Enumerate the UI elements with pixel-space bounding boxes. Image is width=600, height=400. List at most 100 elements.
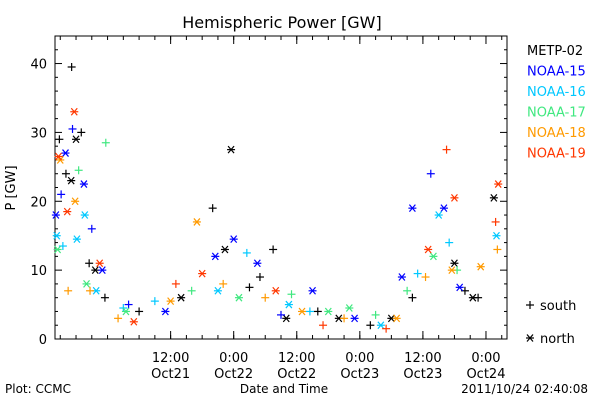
data-point-north [121, 307, 130, 316]
y-tick-label: 0 [39, 333, 47, 348]
data-point-south [445, 238, 454, 247]
legend-entry: NOAA-15 [527, 65, 586, 80]
data-point-south [150, 297, 159, 306]
data-point-north [424, 245, 433, 254]
data-point-south [340, 314, 349, 323]
data-point-south [313, 307, 322, 316]
data-point-north [161, 307, 170, 316]
data-point-north [70, 107, 79, 116]
data-point-south [474, 293, 483, 302]
data-point-south [255, 273, 264, 282]
data-point-north [71, 197, 80, 206]
data-point-north [450, 193, 459, 202]
data-point-north [447, 266, 456, 275]
y-tick-label: 40 [30, 58, 47, 73]
marker-key-symbol [526, 334, 534, 342]
data-point-south [366, 321, 375, 330]
data-point-north [213, 286, 222, 295]
data-point-south [171, 279, 180, 288]
data-point-north [192, 218, 201, 226]
data-point-north [489, 193, 498, 202]
legend-entry: NOAA-18 [527, 126, 586, 141]
legend-entry: NOAA-17 [527, 106, 586, 121]
x-axis-label: Date and Time [240, 382, 328, 396]
data-point-north [95, 259, 104, 268]
x-tick-time-label: 12:00 [404, 351, 441, 366]
data-point-south [442, 145, 451, 154]
data-point-north [177, 293, 186, 302]
data-point-south [491, 217, 500, 226]
x-tick-time-label: 12:00 [278, 351, 315, 366]
data-point-north [271, 286, 280, 295]
data-point-north [61, 149, 70, 157]
data-point-south [371, 310, 380, 319]
data-point-north [234, 293, 243, 302]
data-point-south [124, 300, 133, 309]
data-point-north [324, 307, 333, 316]
data-point-north [455, 283, 464, 292]
marker-key-label: north [540, 332, 575, 347]
data-point-south [261, 293, 270, 302]
data-point-north [492, 231, 501, 240]
legend: METP-02 NOAA-15 NOAA-16 NOAA-17 NOAA-18 NOAA-… [527, 44, 586, 162]
data-point-north [91, 266, 100, 275]
legend-entry: NOAA-19 [527, 147, 586, 162]
data-point-south [421, 273, 430, 282]
x-tick-time-label: 0:00 [345, 351, 374, 366]
data-point-south [67, 62, 76, 71]
data-point-south [64, 286, 73, 295]
data-point-north [227, 145, 236, 154]
y-axis-label: P [GW] [4, 165, 19, 210]
data-point-south [403, 286, 412, 295]
data-point-north [282, 314, 291, 323]
x-tick-date-label: Oct23 [340, 367, 379, 382]
marker-key-plus-icon [526, 301, 534, 309]
x-axis-ticks: 12:00Oct210:00Oct2212:00Oct220:00Oct2312… [59, 36, 505, 382]
y-axis-ticks: 0 10 20 30 40 [30, 35, 507, 348]
data-point-south [245, 283, 254, 292]
data-point-south [242, 248, 251, 257]
x-tick-date-label: Oct24 [466, 367, 505, 382]
y-tick-label: 10 [30, 264, 47, 279]
data-point-south [68, 124, 77, 133]
data-point-north [476, 262, 485, 271]
legend-entry: NOAA-16 [527, 85, 586, 100]
data-point-south [61, 169, 70, 178]
data-point-north [53, 245, 62, 254]
data-point-north [284, 300, 293, 309]
data-point-north [439, 204, 448, 213]
data-point-south [77, 128, 86, 137]
x-tick-date-label: Oct22 [277, 367, 316, 382]
data-point-south [493, 245, 502, 254]
data-point-north [308, 286, 317, 295]
marker-key-label: south [540, 299, 576, 314]
data-point-north [198, 269, 207, 278]
data-point-north [253, 259, 262, 268]
data-point-south [100, 293, 109, 302]
data-point-north [450, 259, 459, 268]
data-point-south [269, 245, 278, 254]
data-point-north [166, 297, 175, 306]
data-point-south [74, 166, 83, 175]
data-point-south [305, 307, 314, 316]
data-point-south [187, 286, 196, 295]
chart-title: Hemispheric Power [GW] [182, 13, 381, 32]
data-point-north [80, 211, 89, 219]
data-point-north [72, 235, 81, 244]
data-point-north [350, 314, 359, 323]
data-point-north [51, 211, 60, 219]
data-point-south [426, 169, 435, 178]
data-point-north [434, 211, 443, 219]
data-point-south [85, 259, 94, 268]
data-point-south [208, 204, 217, 213]
legend-entry: METP-02 [527, 44, 583, 59]
data-point-north [67, 176, 76, 185]
data-point-north [54, 152, 63, 161]
data-point-south [413, 269, 422, 278]
x-tick-date-label: Oct23 [403, 367, 442, 382]
data-point-north [72, 135, 81, 144]
data-point-north [79, 180, 88, 188]
data-point-south [101, 138, 110, 147]
data-point-south [277, 310, 285, 319]
x-tick-time-label: 0:00 [219, 351, 248, 366]
